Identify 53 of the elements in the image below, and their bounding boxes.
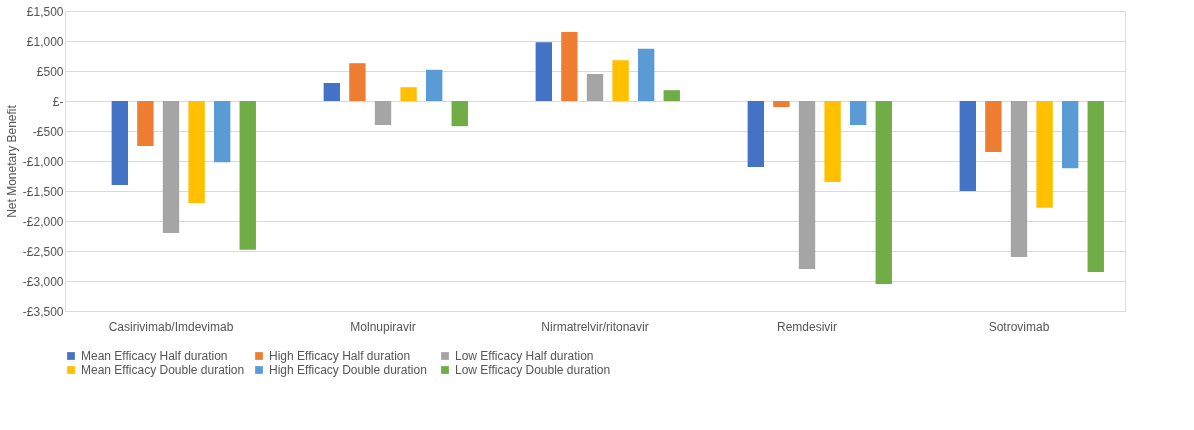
bar [1061, 101, 1079, 169]
bar [798, 101, 816, 269]
bar [162, 101, 180, 233]
y-tick-label: £1,500 [26, 4, 64, 19]
bar [561, 32, 578, 101]
y-tick-label: -£3,000 [22, 274, 64, 289]
bar [1036, 101, 1053, 208]
y-tick-label: -£500 [32, 124, 64, 139]
bar [111, 101, 129, 185]
bar [137, 101, 154, 146]
y-tick-label: -£1,500 [22, 184, 64, 199]
bar [663, 90, 680, 101]
bar [849, 101, 867, 125]
legend-label: High Efficacy Half duration [269, 349, 411, 363]
bar [985, 101, 1002, 152]
bar [637, 48, 655, 101]
bar [824, 101, 841, 182]
legend-label: Low Efficacy Half duration [455, 349, 594, 363]
y-tick-label: £500 [36, 64, 64, 79]
bar [239, 101, 256, 250]
y-axis-title: Net Monetary Benefit [4, 104, 19, 218]
legend-label: Mean Efficacy Double duration [81, 363, 245, 377]
y-tick-label: -£1,000 [22, 154, 64, 169]
bar [188, 101, 205, 203]
bar [425, 69, 443, 101]
bar [875, 101, 892, 284]
bar [586, 74, 604, 101]
y-tick-label: -£3,500 [22, 304, 64, 319]
bar [323, 83, 341, 101]
y-tick-label: -£2,500 [22, 244, 64, 259]
x-tick-label: Remdesivir [776, 319, 838, 334]
bar [612, 60, 629, 101]
bar [773, 101, 790, 107]
bar [747, 101, 765, 167]
bar [349, 63, 366, 101]
y-tick-label: £- [52, 94, 64, 109]
bar [1087, 101, 1104, 272]
bar [959, 101, 977, 191]
legend-label: High Efficacy Double duration [269, 363, 427, 377]
x-tick-label: Nirmatrelvir/ritonavir [541, 319, 649, 334]
bar [535, 42, 553, 101]
x-tick-label: Casirivimab/Imdevimab [108, 319, 234, 334]
x-tick-label: Sotrovimab [988, 319, 1050, 334]
y-tick-label: £1,000 [26, 34, 64, 49]
bar [374, 101, 392, 125]
bar [213, 101, 231, 163]
legend-label: Mean Efficacy Half duration [81, 349, 228, 363]
y-tick-label: -£2,000 [22, 214, 64, 229]
bar [400, 87, 417, 101]
legend-label: Low Efficacy Double duration [455, 363, 611, 377]
bar [1010, 101, 1028, 257]
x-tick-label: Molnupiravir [350, 319, 416, 334]
bar [451, 101, 468, 127]
